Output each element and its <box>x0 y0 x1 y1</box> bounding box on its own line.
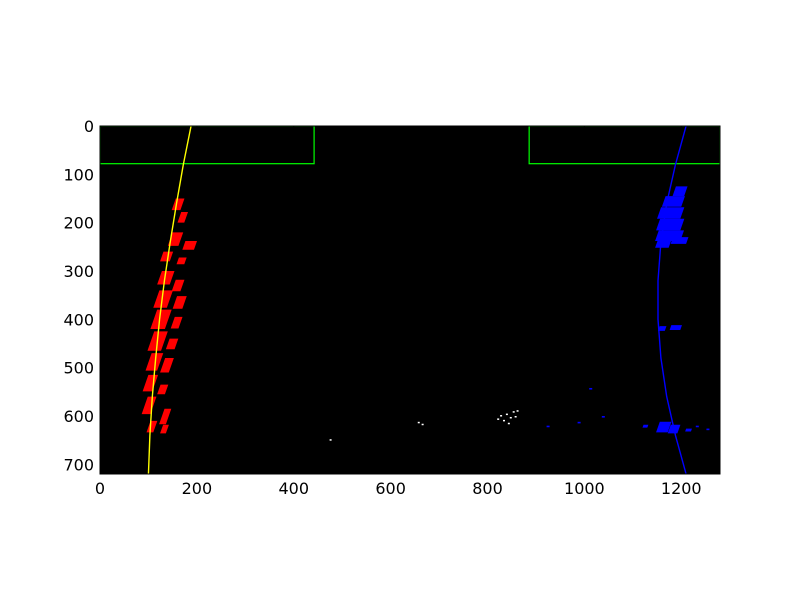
right-lane-pixel <box>685 428 692 432</box>
right-lane-pixel <box>672 186 688 197</box>
y-tick-label: 500 <box>63 359 94 378</box>
left-lane-pixel <box>160 358 174 373</box>
plot-layer <box>100 126 720 474</box>
right-lane-pixel <box>661 196 685 207</box>
left-lane-pixel <box>150 309 172 329</box>
axis-ticks: 0 200 400 600 800 1000 1200 0 100 200 300 400 500 600… <box>63 117 720 498</box>
left-lane-pixel <box>176 257 187 265</box>
x-tick-label: 1200 <box>661 479 702 498</box>
x-tick-label: 400 <box>278 479 309 498</box>
noise-pixel <box>514 416 517 418</box>
right-lane-speck <box>546 425 550 428</box>
noise-pixel <box>509 416 512 419</box>
x-tick-label: 800 <box>472 479 503 498</box>
left-lane-pixel <box>157 271 175 285</box>
left-lane-pixel <box>160 251 174 262</box>
right-lane-speck <box>706 428 710 431</box>
noise-pixel <box>512 411 515 413</box>
plot-frame <box>99 125 721 475</box>
noise-pixel <box>505 413 508 416</box>
left-lane-pixel <box>182 241 198 250</box>
y-tick-label: 700 <box>63 455 94 474</box>
right-fit-line <box>657 126 687 474</box>
left-lane-pixel <box>170 316 183 329</box>
right-lane-pixel <box>656 218 685 231</box>
left-lane-pixel <box>141 396 157 415</box>
noise-pixel <box>507 422 510 425</box>
right-lane-speck <box>695 425 699 428</box>
y-tick-label: 300 <box>63 262 94 281</box>
x-tick-label: 200 <box>182 479 213 498</box>
right-lane-pixel <box>669 325 682 330</box>
x-tick-label: 1000 <box>564 479 605 498</box>
noise-pixel <box>503 419 505 422</box>
search-window <box>100 126 315 165</box>
right-lane-pixel <box>642 424 649 428</box>
right-lane-speck <box>601 416 605 418</box>
noise-pixel <box>497 418 500 420</box>
y-tick-label: 200 <box>63 214 94 233</box>
right-lane-pixel <box>656 421 672 433</box>
y-tick-label: 0 <box>84 117 94 136</box>
right-lane-pixel <box>658 326 667 331</box>
left-fit-line <box>147 126 192 474</box>
left-lane-pixel <box>177 212 189 223</box>
y-tick-label: 100 <box>63 165 94 184</box>
left-lane-pixel <box>171 198 185 211</box>
noise-pixel <box>421 423 424 426</box>
noise-pixel <box>516 410 519 412</box>
right-lane-speck <box>589 387 593 390</box>
right-lane-pixel <box>657 207 685 219</box>
plot-area <box>100 126 720 474</box>
right-lane-pixel <box>670 237 689 244</box>
noise-pixel <box>329 439 332 441</box>
left-lane-pixel <box>146 420 158 433</box>
left-lane-pixel <box>159 408 172 425</box>
right-lane-speck <box>577 421 581 424</box>
right-lane-pixel <box>655 240 672 248</box>
search-window <box>528 126 720 165</box>
noise-pixel <box>417 421 420 424</box>
left-lane-pixel <box>172 296 187 309</box>
left-lane-pixel <box>160 424 169 434</box>
x-tick-label: 0 <box>95 479 105 498</box>
left-lane-pixel <box>165 338 179 350</box>
y-tick-label: 400 <box>63 310 94 329</box>
x-tick-label: 600 <box>375 479 406 498</box>
y-tick-label: 600 <box>63 407 94 426</box>
noise-pixel <box>500 415 503 417</box>
left-lane-pixel <box>157 384 169 395</box>
left-lane-pixel <box>153 290 173 308</box>
left-lane-pixel <box>145 353 164 371</box>
left-lane-pixel <box>171 279 185 292</box>
